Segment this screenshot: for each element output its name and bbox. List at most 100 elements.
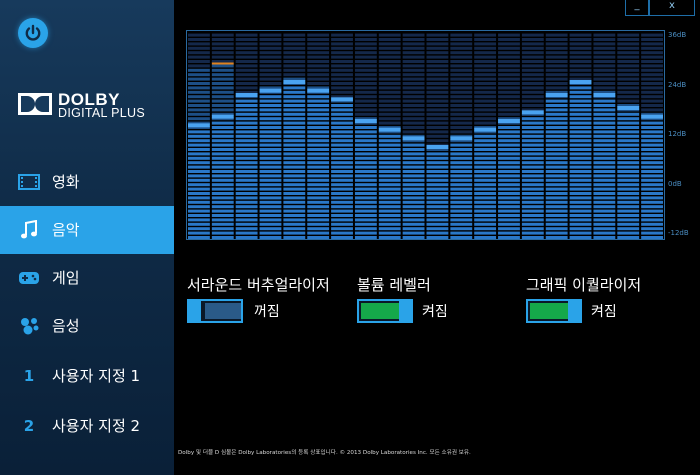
eq-segment xyxy=(474,178,497,182)
minimize-button[interactable]: _ xyxy=(625,0,649,16)
eq-segment xyxy=(426,33,449,37)
eq-segment xyxy=(474,165,497,169)
eq-level-handle[interactable] xyxy=(307,88,330,93)
nav-item-voice[interactable]: 음성 xyxy=(0,302,174,350)
nav-item-music[interactable]: 음악 xyxy=(0,206,174,254)
eq-band[interactable] xyxy=(617,33,640,239)
eq-segment xyxy=(354,148,377,151)
eq-band[interactable] xyxy=(259,33,282,239)
eq-segment xyxy=(235,112,258,116)
eq-segment xyxy=(426,178,449,182)
eq-band[interactable] xyxy=(402,33,425,239)
eq-segment xyxy=(188,68,210,72)
eq-band[interactable] xyxy=(450,33,473,239)
eq-segment xyxy=(331,121,353,125)
eq-level-handle[interactable] xyxy=(354,119,377,123)
eq-level-handle[interactable] xyxy=(617,106,640,110)
eq-segment xyxy=(641,139,663,143)
volume-leveler-toggle[interactable] xyxy=(357,299,413,323)
eq-segment xyxy=(545,73,568,77)
eq-segment xyxy=(569,170,592,173)
nav-item-custom-1[interactable]: 1 사용자 지정 1 xyxy=(0,352,174,400)
eq-segment xyxy=(354,200,377,204)
eq-level-handle[interactable] xyxy=(498,119,520,123)
eq-segment xyxy=(498,134,520,138)
eq-level-handle[interactable] xyxy=(331,97,353,102)
eq-segment xyxy=(235,227,258,231)
eq-segment xyxy=(545,86,568,90)
eq-band[interactable] xyxy=(378,33,401,239)
toggle-knob[interactable] xyxy=(399,299,413,323)
eq-level-handle[interactable] xyxy=(402,136,425,141)
surround-virtualizer-toggle[interactable] xyxy=(187,299,243,323)
eq-segment xyxy=(235,205,258,209)
eq-band[interactable] xyxy=(545,33,568,239)
eq-segment xyxy=(521,187,544,191)
eq-segment xyxy=(641,148,663,151)
eq-segment xyxy=(426,134,449,138)
eq-level-handle[interactable] xyxy=(259,88,282,93)
eq-level-handle[interactable] xyxy=(569,80,592,84)
eq-level-handle[interactable] xyxy=(426,145,449,149)
eq-segment xyxy=(569,139,592,143)
eq-band[interactable] xyxy=(235,33,258,239)
graphic-equalizer-state: 켜짐 xyxy=(591,304,617,320)
nav-item-game[interactable]: 게임 xyxy=(0,254,174,302)
eq-segment xyxy=(569,33,592,37)
eq-band[interactable] xyxy=(641,33,663,239)
eq-level-handle[interactable] xyxy=(545,93,568,97)
eq-segment xyxy=(402,143,425,147)
eq-band[interactable] xyxy=(569,33,592,239)
eq-segment xyxy=(641,90,663,94)
eq-band[interactable] xyxy=(188,33,210,239)
eq-segment xyxy=(450,95,473,99)
eq-segment xyxy=(188,152,210,156)
toggle-knob[interactable] xyxy=(568,299,582,323)
eq-band[interactable] xyxy=(426,33,449,239)
equalizer-graph[interactable] xyxy=(187,31,664,239)
eq-band[interactable] xyxy=(283,33,306,239)
eq-band[interactable] xyxy=(211,33,234,239)
eq-segment xyxy=(402,134,425,138)
eq-band[interactable] xyxy=(593,33,616,239)
eq-segment xyxy=(641,117,663,121)
eq-level-handle[interactable] xyxy=(474,127,497,132)
eq-segment xyxy=(283,121,306,125)
eq-segment xyxy=(593,192,616,195)
eq-segment xyxy=(378,170,401,173)
eq-segment xyxy=(498,148,520,151)
eq-segment xyxy=(569,68,592,72)
eq-segment xyxy=(641,178,663,182)
eq-level-handle[interactable] xyxy=(235,93,258,97)
eq-level-handle[interactable] xyxy=(641,114,663,119)
eq-band[interactable] xyxy=(521,33,544,239)
eq-segment xyxy=(211,104,234,107)
eq-level-handle[interactable] xyxy=(593,93,616,97)
eq-level-handle[interactable] xyxy=(211,114,234,119)
power-button[interactable] xyxy=(18,18,48,48)
eq-segment xyxy=(188,196,210,200)
eq-segment xyxy=(378,161,401,165)
eq-level-handle[interactable] xyxy=(450,136,473,141)
eq-segment xyxy=(259,134,282,138)
eq-level-handle[interactable] xyxy=(283,80,306,84)
graphic-equalizer-toggle[interactable] xyxy=(526,299,582,323)
eq-segment xyxy=(521,134,544,138)
eq-level-handle[interactable] xyxy=(521,110,544,115)
eq-segment xyxy=(378,130,401,134)
eq-segment xyxy=(450,156,473,160)
close-button[interactable]: x xyxy=(649,0,695,16)
eq-band[interactable] xyxy=(498,33,520,239)
eq-segment xyxy=(402,108,425,112)
toggle-knob[interactable] xyxy=(187,299,201,323)
eq-band[interactable] xyxy=(474,33,497,239)
eq-band[interactable] xyxy=(307,33,330,239)
eq-level-handle[interactable] xyxy=(378,127,401,132)
eq-segment xyxy=(569,90,592,94)
eq-band[interactable] xyxy=(331,33,353,239)
eq-level-handle[interactable] xyxy=(188,123,210,128)
eq-band[interactable] xyxy=(354,33,377,239)
nav-item-movie[interactable]: 영화 xyxy=(0,158,174,206)
eq-segment xyxy=(474,139,497,143)
nav-item-custom-2[interactable]: 2 사용자 지정 2 xyxy=(0,402,174,450)
